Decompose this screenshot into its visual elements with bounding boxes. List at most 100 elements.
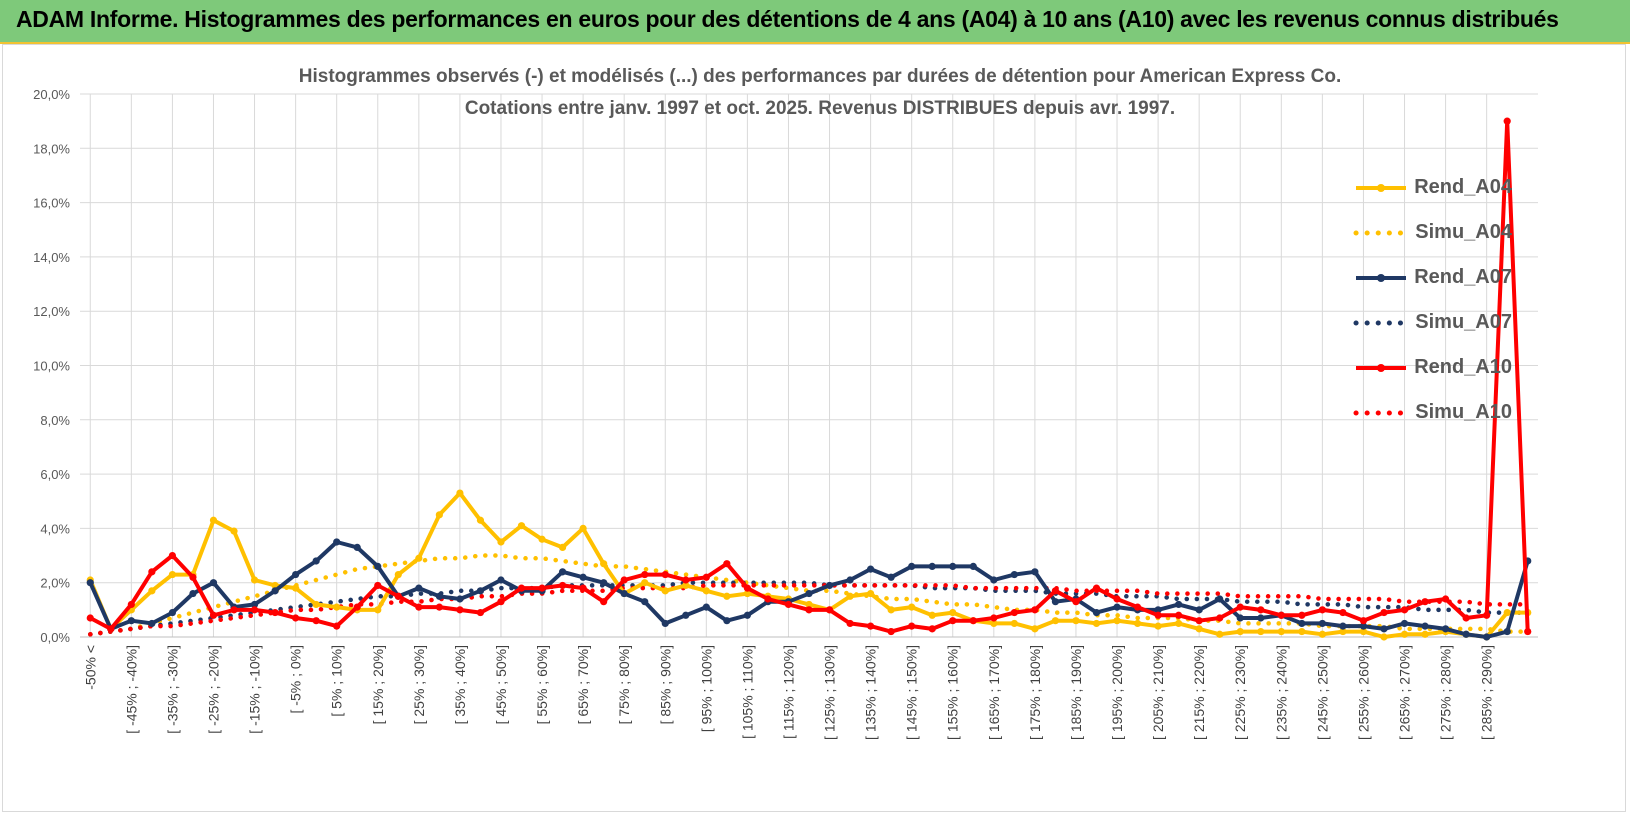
data-point-rend-a07 — [1051, 598, 1060, 606]
report-title: ADAM Informe. Histogrammes des performan… — [16, 6, 1559, 32]
report-header: ADAM Informe. Histogrammes des performan… — [0, 0, 1630, 44]
data-point-rend-a07 — [1441, 625, 1450, 633]
data-point-rend-a07 — [1483, 633, 1491, 641]
data-point-rend-a04 — [1092, 619, 1101, 628]
data-point-rend-a10 — [312, 617, 320, 625]
legend-item-simu-a04: Simu_A04 — [1352, 210, 1512, 255]
data-point-rend-a10 — [620, 576, 628, 584]
x-tick-label: [ 245% ; 250%] — [1314, 645, 1330, 740]
legend-label-rend-a07: Rend_A07 — [1414, 266, 1512, 288]
x-tick-label: [ 285% ; 290%] — [1479, 645, 1495, 740]
data-point-rend-a07 — [990, 576, 998, 584]
data-point-rend-a10 — [743, 584, 751, 592]
data-point-rend-a07 — [271, 587, 279, 595]
data-point-rend-a10 — [1277, 611, 1285, 619]
data-point-rend-a07 — [148, 619, 156, 628]
x-tick-label: [ 35% ; 40%] — [452, 645, 468, 724]
data-point-rend-a07 — [969, 562, 977, 571]
x-tick-label: [ 85% ; 90%] — [657, 645, 673, 724]
legend-swatch-rend-a04 — [1356, 183, 1406, 192]
data-point-rend-a07 — [1216, 595, 1224, 603]
legend-item-rend-a10: Rend_A10 — [1352, 345, 1512, 390]
x-tick-label: [ 25% ; 30%] — [411, 645, 427, 724]
data-point-rend-a04 — [333, 603, 341, 611]
data-point-rend-a10 — [1524, 627, 1532, 636]
data-point-rend-a10 — [476, 608, 485, 617]
data-point-rend-a07 — [1380, 625, 1388, 633]
data-point-rend-a04 — [1010, 619, 1018, 628]
data-point-rend-a07 — [292, 570, 300, 579]
data-point-rend-a10 — [497, 598, 505, 606]
data-point-rend-a04 — [1421, 630, 1429, 638]
data-point-rend-a10 — [805, 606, 813, 614]
data-point-rend-a10 — [1216, 614, 1224, 622]
data-point-rend-a10 — [1462, 614, 1470, 622]
data-point-rend-a10 — [517, 584, 526, 592]
data-point-rend-a07 — [1154, 606, 1162, 614]
data-point-rend-a10 — [723, 560, 731, 568]
x-tick-label: [ 55% ; 60%] — [534, 645, 550, 724]
series-line-simu-a07 — [88, 580, 1530, 637]
data-point-rend-a07 — [825, 581, 834, 590]
data-point-rend-a10 — [538, 584, 546, 592]
data-point-rend-a07 — [702, 603, 710, 611]
x-tick-label: [ -35% ; -30%] — [164, 645, 180, 734]
data-point-rend-a10 — [641, 570, 649, 579]
data-point-rend-a10 — [230, 606, 238, 614]
x-tick-label: [ 175% ; 180%] — [1027, 645, 1043, 740]
chart-legend: Rend_A04 Simu_A04 Rend_A07 Simu_A07 Rend_A10… — [1352, 165, 1512, 435]
data-point-rend-a07 — [558, 568, 567, 576]
data-point-rend-a04 — [867, 589, 875, 598]
data-point-rend-a10 — [292, 614, 300, 622]
x-tick-label: [ 155% ; 160%] — [945, 645, 961, 740]
x-tick-label: [ 185% ; 190%] — [1068, 645, 1084, 740]
data-point-rend-a10 — [374, 581, 382, 590]
data-point-rend-a07 — [1359, 622, 1368, 630]
data-point-rend-a07 — [1236, 614, 1244, 622]
data-point-rend-a10 — [86, 614, 94, 622]
data-point-rend-a07 — [1113, 603, 1121, 611]
data-point-rend-a04 — [1503, 608, 1511, 617]
x-tick-label: [ 255% ; 260%] — [1355, 645, 1371, 740]
chart-frame — [2, 44, 1626, 812]
data-point-rend-a10 — [271, 608, 279, 617]
data-point-rend-a04 — [1298, 627, 1306, 636]
y-tick-label: 10,0% — [33, 359, 70, 374]
data-point-rend-a10 — [148, 568, 156, 576]
data-point-rend-a04 — [1133, 619, 1142, 628]
x-tick-label: [ 225% ; 230%] — [1232, 645, 1248, 740]
data-point-rend-a07 — [1339, 622, 1347, 630]
data-point-rend-a04 — [497, 538, 505, 546]
data-point-rend-a10 — [1400, 606, 1409, 614]
x-tick-label: [ 105% ; 110%] — [739, 645, 755, 739]
x-tick-label: [ 195% ; 200%] — [1109, 645, 1125, 740]
y-tick-label: 20,0% — [33, 87, 70, 102]
data-point-rend-a10 — [784, 600, 793, 609]
data-point-rend-a04 — [476, 516, 485, 524]
y-tick-label: 16,0% — [33, 196, 70, 211]
x-tick-label: [ 165% ; 170%] — [986, 645, 1002, 740]
legend-swatch-simu-a07 — [1353, 320, 1408, 325]
data-point-rend-a07 — [168, 608, 177, 617]
data-point-rend-a10 — [1072, 598, 1080, 606]
data-point-rend-a04 — [1359, 627, 1368, 636]
data-point-rend-a10 — [1503, 117, 1511, 125]
data-point-rend-a07 — [867, 565, 875, 573]
data-point-rend-a10 — [333, 622, 341, 630]
data-point-rend-a04 — [1339, 627, 1347, 636]
data-point-rend-a04 — [1277, 627, 1285, 636]
data-point-rend-a04 — [579, 524, 587, 533]
data-point-rend-a10 — [1339, 608, 1347, 617]
data-point-rend-a10 — [1051, 587, 1060, 595]
data-point-rend-a07 — [456, 595, 464, 603]
data-point-rend-a04 — [148, 587, 156, 595]
y-tick-label: 8,0% — [40, 413, 70, 428]
data-point-rend-a10 — [415, 603, 423, 611]
data-point-rend-a10 — [764, 595, 772, 603]
data-point-rend-a10 — [107, 625, 115, 633]
legend-label-rend-a10: Rend_A10 — [1414, 356, 1512, 378]
legend-swatch-simu-a10 — [1353, 410, 1408, 415]
data-point-rend-a07 — [312, 557, 320, 565]
data-point-rend-a10 — [558, 581, 567, 590]
data-point-rend-a04 — [250, 576, 259, 584]
